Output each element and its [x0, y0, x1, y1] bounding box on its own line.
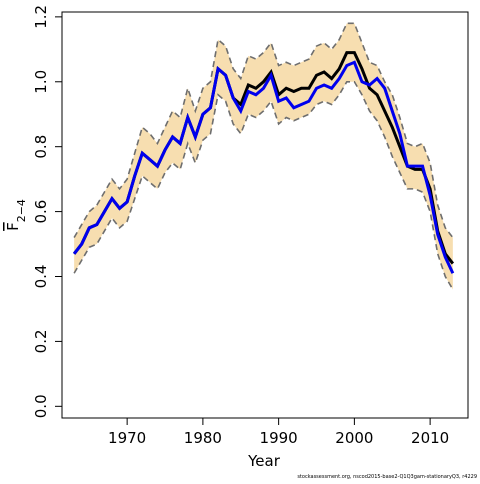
y-axis-label-sub: 2−4	[15, 199, 28, 222]
band-edge	[73, 22, 454, 239]
y-axis-label: F2−4	[4, 199, 28, 231]
band-edge	[73, 80, 454, 290]
line	[72, 60, 455, 274]
y-tick-label: 1.2	[32, 5, 50, 29]
x-tick-label: 1970	[108, 429, 146, 447]
y-tick-label: 0.0	[32, 394, 50, 418]
y-tick-label: 0.6	[32, 200, 50, 224]
x-tick-label: 1990	[260, 429, 298, 447]
x-tick-label: 2000	[335, 429, 373, 447]
y-tick-label: 0.2	[32, 329, 50, 353]
y-axis-label-main: F	[4, 222, 22, 231]
plot-frame	[61, 11, 469, 419]
y-tick-label: 0.4	[32, 265, 50, 289]
x-axis-label: Year	[247, 452, 281, 470]
x-tick-label: 2010	[411, 429, 449, 447]
x-tick-label: 1980	[184, 429, 222, 447]
footer: stockassessment.org, nscod2015-base2-Q1Q…	[297, 474, 477, 480]
y-tick-label: 0.8	[32, 135, 50, 159]
y-tick-label: 1.0	[32, 70, 50, 94]
confidence-band	[74, 23, 453, 290]
